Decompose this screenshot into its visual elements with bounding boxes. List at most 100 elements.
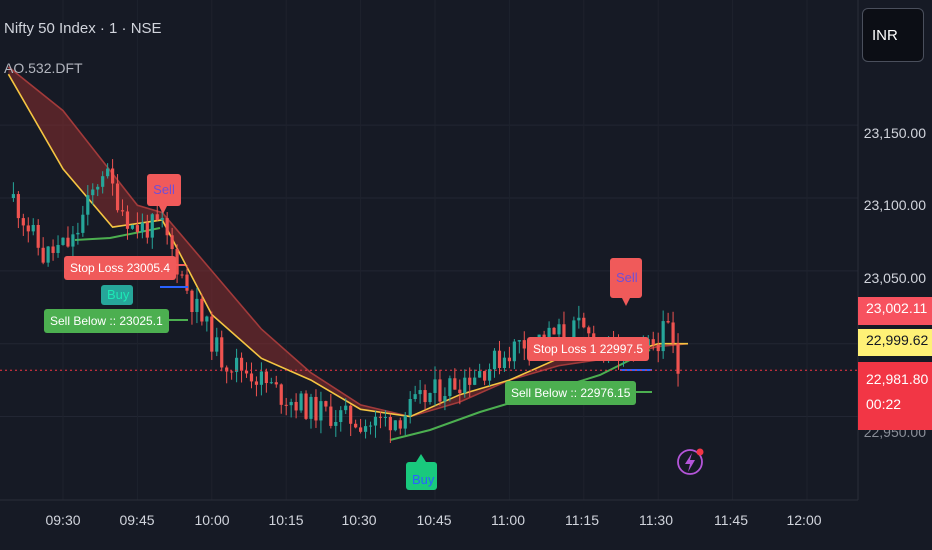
candle-body[interactable]: [473, 377, 477, 385]
candle-body[interactable]: [403, 415, 407, 429]
candle-body[interactable]: [373, 416, 378, 426]
candle-body[interactable]: [269, 382, 273, 384]
candle-body[interactable]: [190, 290, 194, 313]
candle-body[interactable]: [36, 224, 40, 248]
candle-body[interactable]: [185, 274, 189, 291]
candle-body[interactable]: [349, 405, 353, 424]
candle-body[interactable]: [150, 214, 154, 238]
candle-body[interactable]: [651, 339, 655, 345]
candle-body[interactable]: [140, 222, 144, 233]
candle-body[interactable]: [230, 371, 234, 373]
candle-body[interactable]: [334, 422, 338, 426]
candle-body[interactable]: [125, 211, 130, 229]
candle-body[interactable]: [398, 420, 402, 429]
candle-body[interactable]: [587, 327, 591, 334]
candle-body[interactable]: [61, 237, 65, 245]
candle-body[interactable]: [408, 398, 412, 416]
candle-body[interactable]: [254, 381, 259, 385]
candle-body[interactable]: [81, 214, 85, 233]
candle-body[interactable]: [86, 195, 90, 215]
candle-body[interactable]: [235, 357, 239, 372]
candle-body[interactable]: [319, 401, 323, 421]
candle-body[interactable]: [418, 390, 422, 395]
candle-body[interactable]: [383, 416, 387, 418]
candle-body[interactable]: [101, 176, 105, 187]
candle-body[interactable]: [56, 244, 60, 253]
candle-body[interactable]: [517, 340, 521, 342]
candle-body[interactable]: [368, 425, 373, 427]
candle-body[interactable]: [106, 168, 110, 177]
candle-body[interactable]: [259, 371, 263, 385]
candle-body[interactable]: [522, 340, 526, 349]
candle-body[interactable]: [26, 225, 30, 232]
candle-body[interactable]: [91, 189, 95, 196]
candle-body[interactable]: [304, 393, 308, 419]
candle-body[interactable]: [11, 194, 15, 198]
candle-body[interactable]: [314, 396, 318, 421]
candle-body[interactable]: [21, 218, 25, 226]
candle-body[interactable]: [145, 222, 149, 238]
candle-body[interactable]: [388, 416, 392, 431]
lightning-alert-icon[interactable]: [677, 449, 703, 475]
candle-body[interactable]: [487, 369, 492, 381]
indicator-label[interactable]: AO.532.DFT: [4, 60, 83, 76]
candle-body[interactable]: [41, 247, 45, 263]
candle-body[interactable]: [438, 379, 442, 402]
candle-body[interactable]: [661, 321, 665, 352]
candle-body[interactable]: [468, 377, 472, 385]
candle-body[interactable]: [582, 317, 586, 328]
candle-body[interactable]: [244, 370, 249, 374]
candle-body[interactable]: [378, 416, 383, 418]
candle-body[interactable]: [676, 343, 680, 374]
candle-body[interactable]: [165, 217, 169, 236]
candle-body[interactable]: [666, 321, 670, 323]
candle-body[interactable]: [428, 392, 432, 403]
candle-body[interactable]: [448, 378, 452, 397]
candle-body[interactable]: [433, 379, 437, 393]
candle-body[interactable]: [294, 401, 298, 411]
candle-body[interactable]: [46, 246, 50, 263]
candle-body[interactable]: [324, 401, 328, 407]
candle-body[interactable]: [512, 341, 516, 362]
candle-body[interactable]: [502, 357, 507, 368]
candle-body[interactable]: [170, 235, 174, 250]
candle-body[interactable]: [249, 373, 254, 382]
candle-body[interactable]: [210, 316, 214, 352]
candle-body[interactable]: [135, 225, 139, 233]
candle-body[interactable]: [205, 316, 209, 322]
candle-body[interactable]: [195, 298, 199, 313]
candle-body[interactable]: [120, 210, 125, 212]
candle-body[interactable]: [76, 232, 80, 235]
candle-body[interactable]: [458, 389, 462, 394]
candle-body[interactable]: [239, 357, 244, 371]
candle-body[interactable]: [284, 404, 288, 406]
candle-body[interactable]: [497, 350, 502, 368]
candle-body[interactable]: [557, 324, 561, 335]
candle-body[interactable]: [225, 367, 229, 372]
candle-body[interactable]: [16, 194, 20, 219]
candle-body[interactable]: [339, 410, 343, 423]
candle-body[interactable]: [562, 324, 566, 339]
candle-body[interactable]: [220, 337, 224, 368]
candle-body[interactable]: [547, 327, 551, 342]
candle-body[interactable]: [160, 217, 164, 221]
candle-body[interactable]: [200, 298, 204, 322]
candle-body[interactable]: [175, 249, 179, 275]
candle-body[interactable]: [329, 406, 333, 426]
candle-body[interactable]: [507, 357, 511, 362]
currency-button[interactable]: INR: [862, 8, 924, 62]
candle-body[interactable]: [572, 320, 576, 342]
candle-body[interactable]: [299, 393, 303, 411]
candle-body[interactable]: [478, 371, 482, 378]
candle-body[interactable]: [413, 394, 417, 399]
candle-body[interactable]: [289, 401, 293, 406]
candle-body[interactable]: [115, 183, 120, 211]
candle-body[interactable]: [71, 234, 75, 247]
candle-body[interactable]: [155, 214, 159, 221]
candle-body[interactable]: [671, 322, 675, 344]
candle-body[interactable]: [443, 396, 447, 402]
candle-body[interactable]: [552, 327, 556, 335]
candle-body[interactable]: [423, 390, 427, 403]
candle-body[interactable]: [279, 384, 283, 405]
candle-body[interactable]: [66, 237, 70, 247]
